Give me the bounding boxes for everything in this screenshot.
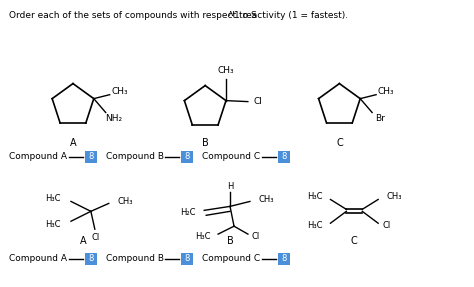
Text: Compound B: Compound B bbox=[106, 152, 164, 161]
Text: Br: Br bbox=[375, 114, 385, 123]
Text: 8: 8 bbox=[281, 152, 286, 161]
Text: CH₃: CH₃ bbox=[118, 197, 133, 206]
FancyBboxPatch shape bbox=[182, 253, 193, 265]
FancyBboxPatch shape bbox=[182, 151, 193, 163]
Text: C: C bbox=[351, 236, 358, 246]
Text: Compound C: Compound C bbox=[202, 152, 260, 161]
Text: H₃C: H₃C bbox=[46, 194, 61, 203]
Text: B: B bbox=[202, 138, 209, 148]
Text: 8: 8 bbox=[88, 254, 93, 263]
Text: H₃C: H₃C bbox=[195, 232, 210, 241]
Text: Cl: Cl bbox=[91, 232, 100, 242]
Text: 8: 8 bbox=[88, 152, 93, 161]
Text: CH₃: CH₃ bbox=[218, 66, 234, 75]
Text: Order each of the sets of compounds with respect to S: Order each of the sets of compounds with… bbox=[9, 11, 257, 20]
Text: A: A bbox=[80, 236, 86, 246]
Text: 1 reactivity (1 = fastest).: 1 reactivity (1 = fastest). bbox=[234, 11, 348, 20]
Text: H: H bbox=[227, 182, 233, 191]
FancyBboxPatch shape bbox=[278, 151, 290, 163]
FancyBboxPatch shape bbox=[85, 151, 97, 163]
Text: CH₃: CH₃ bbox=[111, 87, 128, 96]
Text: 8: 8 bbox=[281, 254, 286, 263]
Text: Compound A: Compound A bbox=[9, 152, 67, 161]
Text: C: C bbox=[336, 138, 343, 148]
Text: 8: 8 bbox=[184, 152, 190, 161]
FancyBboxPatch shape bbox=[85, 253, 97, 265]
Text: B: B bbox=[227, 236, 233, 246]
Text: CH₃: CH₃ bbox=[386, 192, 401, 201]
Text: CH₃: CH₃ bbox=[378, 87, 394, 96]
Text: Compound C: Compound C bbox=[202, 254, 260, 263]
Text: CH₃: CH₃ bbox=[259, 195, 274, 204]
Text: A: A bbox=[70, 138, 76, 148]
Text: Cl: Cl bbox=[252, 232, 260, 241]
Text: N: N bbox=[229, 11, 234, 17]
FancyBboxPatch shape bbox=[278, 253, 290, 265]
Text: Cl: Cl bbox=[382, 221, 391, 230]
Text: NH₂: NH₂ bbox=[105, 114, 122, 123]
Text: Cl: Cl bbox=[254, 97, 262, 106]
Text: 8: 8 bbox=[184, 254, 190, 263]
Text: H₂C: H₂C bbox=[180, 208, 195, 217]
Text: H₃C: H₃C bbox=[46, 220, 61, 229]
Text: Compound B: Compound B bbox=[106, 254, 164, 263]
Text: Compound A: Compound A bbox=[9, 254, 67, 263]
Text: H₃C: H₃C bbox=[307, 192, 322, 201]
Text: H₃C: H₃C bbox=[307, 221, 322, 230]
